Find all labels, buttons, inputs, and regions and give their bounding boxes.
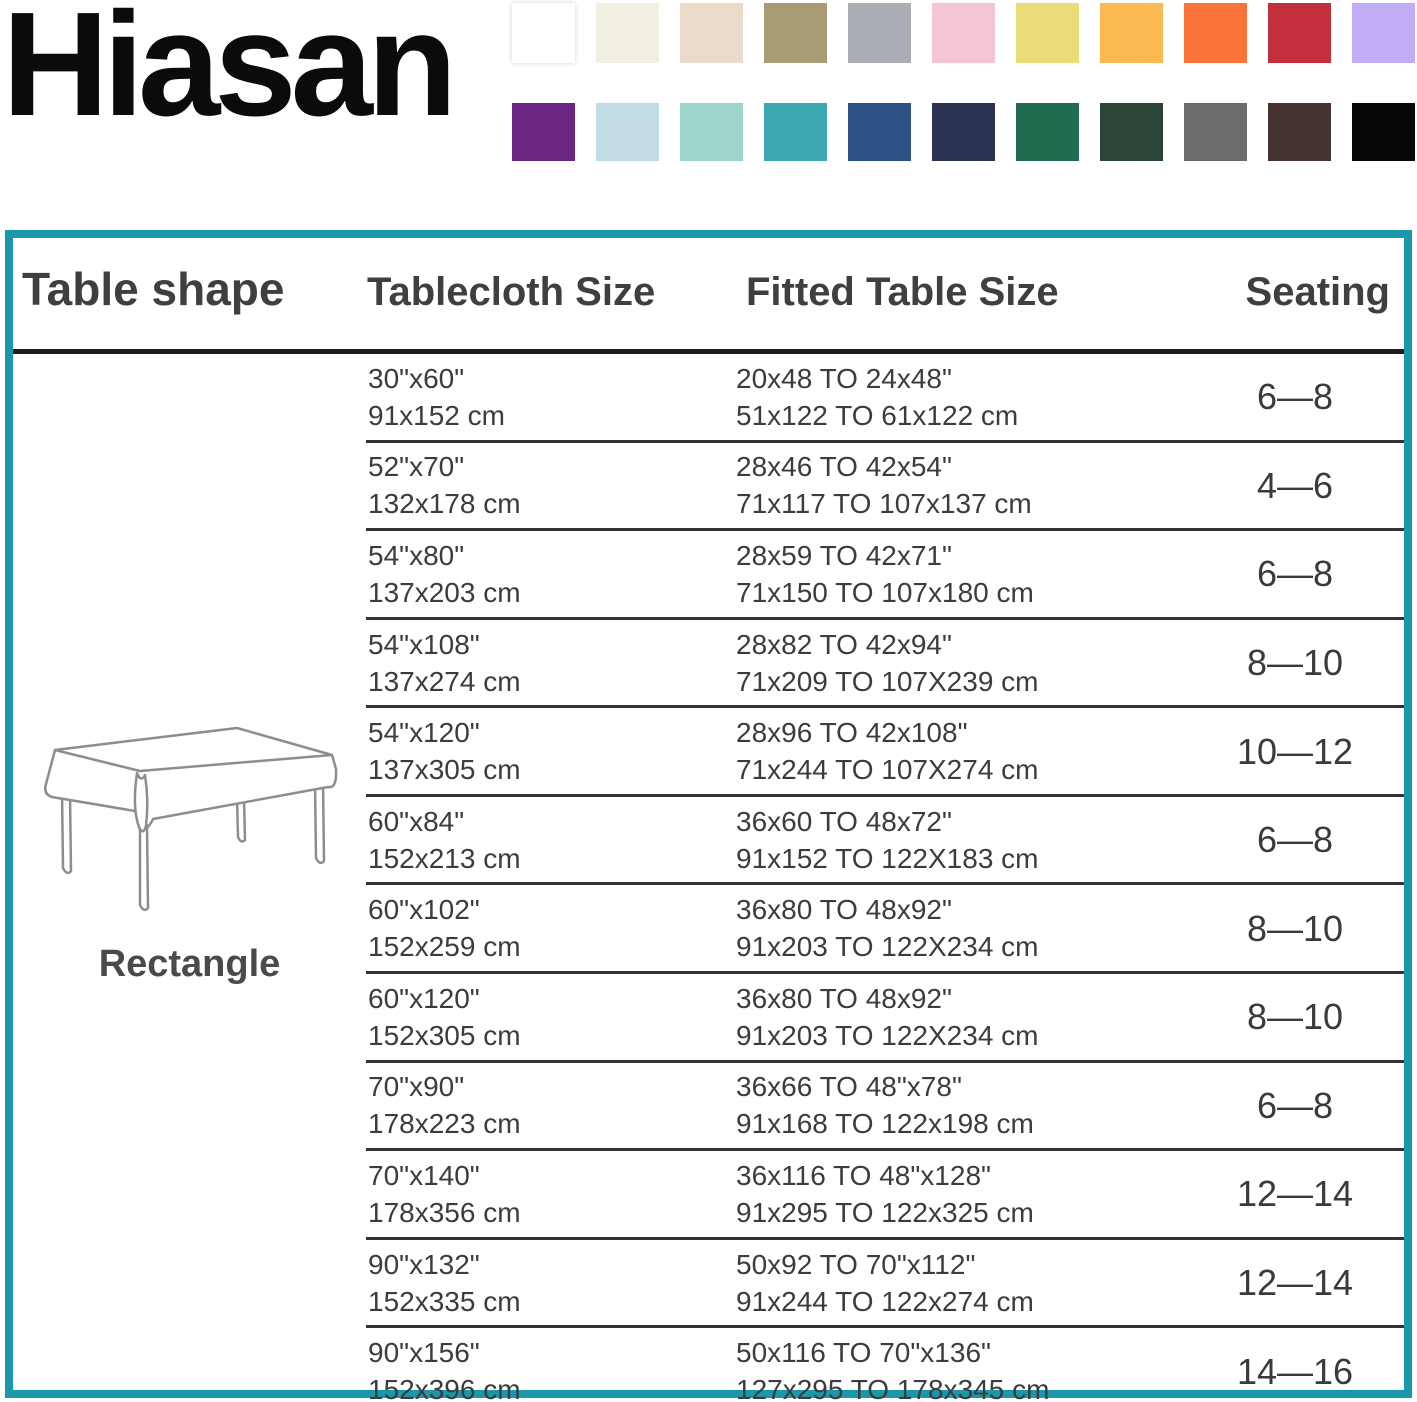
color-swatch — [1184, 3, 1247, 63]
color-swatch — [764, 103, 827, 161]
color-swatch — [512, 3, 575, 63]
rectangle-table-illustration — [43, 726, 337, 911]
tablecloth-size-cell: 60"x84" 152x213 cm — [368, 805, 521, 874]
color-swatch — [1268, 3, 1331, 63]
color-swatch — [1016, 3, 1079, 63]
tablecloth-size-cell: 60"x102" 152x259 cm — [368, 894, 521, 963]
tablecloth-size-cell: 70"x140" 178x356 cm — [368, 1159, 521, 1228]
tablecloth-size-cell: 60"x120" 152x305 cm — [368, 982, 521, 1051]
color-swatch — [764, 3, 827, 63]
fitted-size-cell: 28x59 TO 42x71" 71x150 TO 107x180 cm — [736, 539, 1034, 608]
brand-logo-text: Hiasan — [2, 0, 457, 147]
seating-cell: 6—8 — [1256, 553, 1334, 595]
fitted-size-cell: 36x116 TO 48"x128" 91x295 TO 122x325 cm — [736, 1159, 1034, 1228]
fitted-size-cell: 36x60 TO 48x72" 91x152 TO 122X183 cm — [736, 805, 1039, 874]
column-header-seating: Seating — [1245, 270, 1390, 314]
seating-cell: 14—16 — [1236, 1350, 1354, 1392]
fitted-size-cell: 50x92 TO 70"x112" 91x244 TO 122x274 cm — [736, 1248, 1034, 1317]
table-row: 54"x108" 137x274 cm 28x82 TO 42x94" 71x209… — [366, 620, 1404, 709]
fitted-size-cell: 20x48 TO 24x48" 51x122 TO 61x122 cm — [736, 362, 1019, 431]
table-row: 30"x60" 91x152 cm 20x48 TO 24x48" 51x122 T… — [366, 354, 1404, 443]
color-swatch — [680, 3, 743, 63]
color-swatch — [848, 103, 911, 161]
seating-cell: 6—8 — [1256, 376, 1334, 418]
table-shape-cell: Rectangle — [13, 354, 366, 1402]
table-row: 90"x156" 152x396 cm 50x116 TO 70"x136" 127… — [366, 1328, 1404, 1402]
fitted-size-cell: 50x116 TO 70"x136" 127x295 TO 178x345 cm — [736, 1337, 1050, 1402]
color-swatch — [1016, 103, 1079, 161]
color-swatch — [680, 103, 743, 161]
tablecloth-size-cell: 54"x80" 137x203 cm — [368, 539, 521, 608]
fitted-size-cell: 36x80 TO 48x92" 91x203 TO 122X234 cm — [736, 894, 1039, 963]
fitted-size-cell: 28x46 TO 42x54" 71x117 TO 107x137 cm — [736, 451, 1032, 520]
column-header-fitted-table-size: Fitted Table Size — [746, 270, 1059, 314]
table-row: 60"x120" 152x305 cm 36x80 TO 48x92" 91x203… — [366, 974, 1404, 1063]
table-row: 90"x132" 152x335 cm 50x92 TO 70"x112" 91x2… — [366, 1240, 1404, 1329]
seating-cell: 8—10 — [1246, 996, 1344, 1038]
table-row: 70"x90" 178x223 cm 36x66 TO 48"x78" 91x168… — [366, 1063, 1404, 1152]
tablecloth-size-cell: 54"x108" 137x274 cm — [368, 628, 521, 697]
table-row: 60"x84" 152x213 cm 36x60 TO 48x72" 91x152 … — [366, 797, 1404, 886]
color-swatch — [848, 3, 911, 63]
table-row: 60"x102" 152x259 cm 36x80 TO 48x92" 91x203… — [366, 885, 1404, 975]
color-swatch — [512, 103, 575, 161]
column-header-table-shape: Table shape — [22, 263, 285, 315]
fitted-size-cell: 36x80 TO 48x92" 91x203 TO 122X234 cm — [736, 982, 1039, 1051]
color-swatch — [596, 3, 659, 63]
seating-cell: 8—10 — [1246, 642, 1344, 684]
color-swatch — [596, 103, 659, 161]
seating-cell: 6—8 — [1256, 1084, 1334, 1126]
size-chart: Table shape Tablecloth Size Fitted Table… — [5, 230, 1412, 1402]
color-swatch — [1268, 103, 1331, 161]
fitted-size-cell: 36x66 TO 48"x78" 91x168 TO 122x198 cm — [736, 1071, 1034, 1140]
seating-cell: 4—6 — [1256, 464, 1334, 506]
color-swatch — [1184, 103, 1247, 161]
color-swatch-grid — [512, 3, 1415, 161]
fitted-size-cell: 28x82 TO 42x94" 71x209 TO 107X239 cm — [736, 628, 1039, 697]
seating-cell: 12—14 — [1236, 1262, 1354, 1304]
color-swatch — [1100, 3, 1163, 63]
table-row: 54"x120" 137x305 cm 28x96 TO 42x108" 71x24… — [366, 708, 1404, 797]
tablecloth-size-cell: 54"x120" 137x305 cm — [368, 717, 521, 786]
tablecloth-size-cell: 52"x70" 132x178 cm — [368, 451, 521, 520]
seating-cell: 10—12 — [1236, 730, 1354, 772]
color-swatch — [1100, 103, 1163, 161]
table-row: 70"x140" 178x356 cm 36x116 TO 48"x128" 91x… — [366, 1151, 1404, 1240]
tablecloth-size-cell: 70"x90" 178x223 cm — [368, 1071, 521, 1140]
tablecloth-size-cell: 90"x132" 152x335 cm — [368, 1248, 521, 1317]
tablecloth-size-cell: 90"x156" 152x396 cm — [368, 1337, 521, 1402]
color-swatch — [932, 3, 995, 63]
tablecloth-size-cell: 30"x60" 91x152 cm — [368, 362, 505, 431]
seating-cell: 12—14 — [1236, 1173, 1354, 1215]
color-swatch — [1352, 3, 1415, 63]
fitted-size-cell: 28x96 TO 42x108" 71x244 TO 107X274 cm — [736, 717, 1039, 786]
shape-label: Rectangle — [98, 942, 281, 985]
table-row: 52"x70" 132x178 cm 28x46 TO 42x54" 71x117 … — [366, 443, 1404, 532]
size-chart-rows: 30"x60" 91x152 cm 20x48 TO 24x48" 51x122 T… — [366, 354, 1404, 1402]
size-chart-header: Table shape Tablecloth Size Fitted Table… — [13, 238, 1404, 354]
color-swatch — [1352, 103, 1415, 161]
table-row: 54"x80" 137x203 cm 28x59 TO 42x71" 71x150 … — [366, 531, 1404, 620]
seating-cell: 6—8 — [1256, 819, 1334, 861]
column-header-tablecloth-size: Tablecloth Size — [367, 270, 656, 314]
color-swatch — [932, 103, 995, 161]
seating-cell: 8—10 — [1246, 907, 1344, 949]
